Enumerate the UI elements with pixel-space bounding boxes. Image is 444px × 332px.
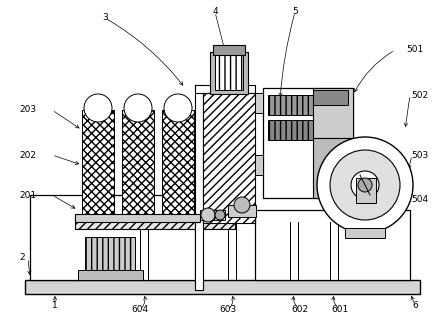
Bar — [345, 228, 385, 238]
Bar — [30, 195, 195, 280]
Bar — [228, 205, 256, 217]
Circle shape — [84, 94, 112, 122]
Bar — [195, 85, 255, 93]
Circle shape — [215, 210, 225, 220]
Circle shape — [351, 171, 379, 199]
Text: 2: 2 — [19, 254, 25, 263]
Bar — [75, 214, 200, 222]
Bar — [162, 110, 194, 215]
Text: 5: 5 — [292, 8, 298, 17]
Circle shape — [164, 94, 192, 122]
Bar — [268, 95, 313, 115]
Text: 501: 501 — [406, 45, 424, 54]
Bar — [263, 88, 353, 198]
Bar — [82, 110, 114, 215]
Circle shape — [201, 208, 215, 222]
Bar — [25, 280, 420, 294]
Text: 203: 203 — [20, 106, 36, 115]
Text: 201: 201 — [20, 191, 36, 200]
Bar — [255, 155, 263, 175]
Bar — [210, 52, 248, 94]
Bar — [78, 270, 143, 280]
Circle shape — [234, 197, 250, 213]
Text: 603: 603 — [219, 305, 237, 314]
Text: 202: 202 — [20, 150, 36, 159]
Text: 502: 502 — [412, 91, 428, 100]
Bar — [313, 90, 348, 105]
Bar — [200, 210, 225, 220]
Text: 3: 3 — [102, 14, 108, 23]
Bar — [203, 93, 255, 223]
Text: 503: 503 — [412, 150, 428, 159]
Circle shape — [124, 94, 152, 122]
Bar — [85, 237, 135, 275]
Circle shape — [330, 150, 400, 220]
Bar — [313, 138, 353, 198]
Bar — [195, 85, 203, 290]
Text: 602: 602 — [291, 305, 309, 314]
Text: 6: 6 — [412, 300, 418, 309]
Bar — [75, 215, 235, 229]
Text: 4: 4 — [212, 8, 218, 17]
Bar — [356, 178, 376, 203]
Bar — [213, 45, 245, 55]
Text: 604: 604 — [131, 305, 149, 314]
Bar — [122, 110, 154, 215]
Bar — [255, 210, 410, 280]
Bar — [215, 55, 243, 90]
Bar — [268, 120, 313, 140]
Bar — [255, 93, 263, 113]
Circle shape — [317, 137, 413, 233]
Text: 601: 601 — [331, 305, 349, 314]
Text: 504: 504 — [412, 196, 428, 205]
Text: 1: 1 — [52, 300, 58, 309]
Circle shape — [358, 178, 372, 192]
Bar — [313, 88, 353, 138]
